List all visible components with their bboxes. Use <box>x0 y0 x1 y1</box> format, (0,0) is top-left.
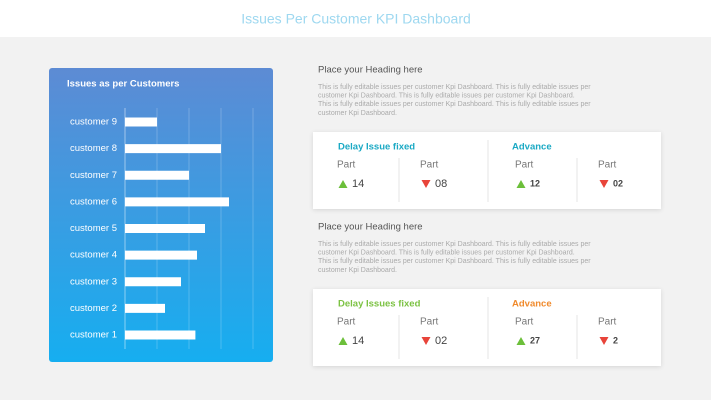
item-label: Part <box>515 317 534 328</box>
item-value: 02 <box>435 335 447 347</box>
category-label: customer 6 <box>70 196 117 207</box>
item-value: 08 <box>435 178 447 190</box>
paragraph-line: customer Kpi Dashboard. <box>318 110 397 117</box>
item-value: 14 <box>352 335 364 347</box>
page-title: Issues Per Customer KPI Dashboard <box>241 11 471 27</box>
item-value: 14 <box>352 178 364 190</box>
bar <box>125 303 165 313</box>
category-label: customer 2 <box>70 303 117 314</box>
paragraph-line: This is fully editable issues per custom… <box>318 101 591 108</box>
paragraph-line: This is fully editable issues per custom… <box>318 258 591 265</box>
section-heading: Place your Heading here <box>318 222 423 233</box>
item-value: 27 <box>530 335 540 345</box>
item-label: Part <box>337 317 356 328</box>
bar <box>125 277 181 287</box>
paragraph-line: customer Kpi Dashboard. This is fully ed… <box>318 93 575 100</box>
group-title: Advance <box>512 299 552 310</box>
paragraph-line: customer Kpi Dashboard. This is fully ed… <box>318 250 575 257</box>
chart-panel <box>49 68 273 362</box>
paragraph-line: This is fully editable issues per custom… <box>318 84 591 91</box>
bar <box>125 117 157 127</box>
arrow-down <box>421 180 431 188</box>
kpi-card <box>313 132 661 209</box>
item-label: Part <box>598 160 617 171</box>
item-value: 2 <box>613 335 618 345</box>
group-title: Advance <box>512 142 552 153</box>
bar <box>125 330 196 340</box>
bar <box>125 197 229 207</box>
item-label: Part <box>515 160 534 171</box>
category-label: customer 9 <box>70 117 117 128</box>
item-label: Part <box>337 160 356 171</box>
section-heading: Place your Heading here <box>318 65 423 76</box>
group-title: Delay Issue fixed <box>338 142 415 153</box>
bar <box>125 250 197 260</box>
bar <box>125 144 221 154</box>
paragraph-line: This is fully editable issues per custom… <box>318 241 591 248</box>
arrow-up <box>338 337 348 345</box>
category-label: customer 4 <box>70 250 117 261</box>
arrow-down <box>421 337 431 345</box>
arrow-up <box>338 180 348 188</box>
bar <box>125 224 205 233</box>
arrow-down <box>599 180 609 188</box>
kpi-card <box>313 289 661 366</box>
item-label: Part <box>420 160 439 171</box>
category-label: customer 7 <box>70 170 117 181</box>
category-label: customer 1 <box>70 330 117 341</box>
category-label: customer 5 <box>70 223 117 234</box>
arrow-down <box>599 337 609 345</box>
item-value: 02 <box>613 178 623 188</box>
item-value: 12 <box>530 178 540 188</box>
chart-title: Issues as per Customers <box>67 79 179 90</box>
header <box>0 0 711 37</box>
category-label: customer 3 <box>70 276 117 287</box>
arrow-up <box>516 180 526 188</box>
item-label: Part <box>420 317 439 328</box>
bar <box>125 170 189 180</box>
category-label: customer 8 <box>70 143 117 154</box>
arrow-up <box>516 337 526 345</box>
paragraph-line: customer Kpi Dashboard. <box>318 267 397 274</box>
group-title: Delay Issues fixed <box>338 299 421 310</box>
item-label: Part <box>598 317 617 328</box>
